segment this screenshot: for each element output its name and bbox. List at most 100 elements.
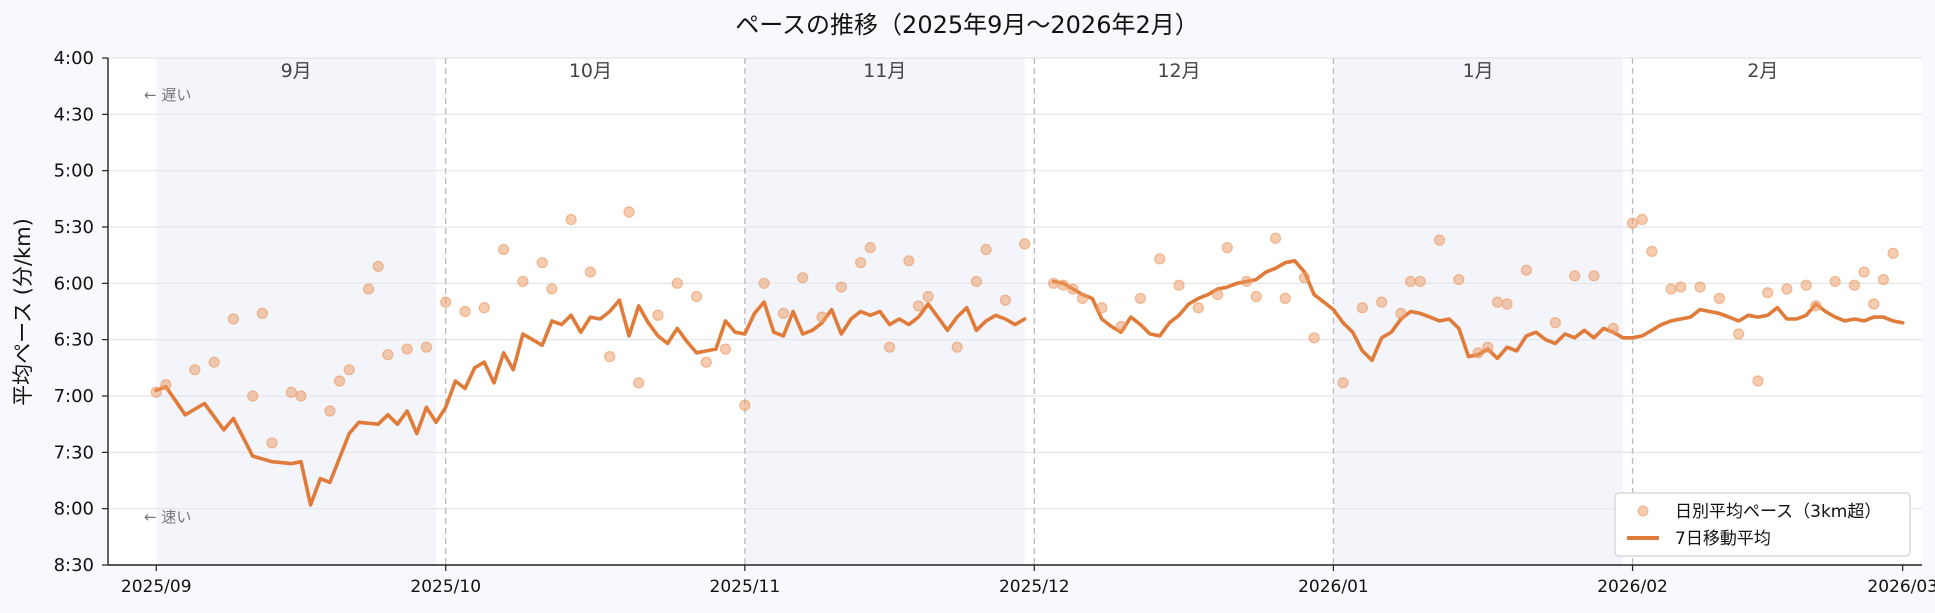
daily-pace-point bbox=[1569, 270, 1581, 282]
daily-pace-point bbox=[1781, 283, 1793, 295]
daily-pace-point bbox=[1173, 279, 1185, 291]
daily-pace-point bbox=[1636, 213, 1648, 226]
chart-title: ペースの推移（2025年9月〜2026年2月） bbox=[735, 11, 1199, 39]
y-tick-label: 7:00 bbox=[54, 386, 94, 407]
y-tick-label: 4:30 bbox=[54, 104, 94, 125]
annotation-label: ← 速い bbox=[144, 508, 191, 526]
x-tick-label: 2026/01 bbox=[1298, 577, 1369, 597]
month-label: 11月 bbox=[863, 60, 906, 82]
daily-pace-point bbox=[1192, 302, 1204, 314]
y-tick-label: 4:00 bbox=[54, 48, 94, 69]
daily-pace-point bbox=[1221, 242, 1233, 254]
daily-pace-point bbox=[1713, 292, 1725, 304]
daily-pace-point bbox=[1298, 272, 1311, 284]
daily-pace-point bbox=[1453, 273, 1465, 286]
daily-pace-point bbox=[420, 341, 433, 353]
x-tick-label: 2025/12 bbox=[999, 577, 1070, 597]
daily-pace-point bbox=[1115, 320, 1127, 333]
y-tick-label: 7:30 bbox=[54, 442, 94, 463]
moving-average-line bbox=[154, 298, 1027, 507]
y-tick-label: 6:00 bbox=[54, 273, 94, 294]
daily-pace-point bbox=[189, 364, 201, 376]
y-axis-label: 平均ペース (分/km) bbox=[11, 218, 35, 406]
daily-pace-point bbox=[1752, 375, 1764, 387]
daily-pace-point bbox=[1154, 253, 1166, 265]
x-tick-label: 2026/02 bbox=[1597, 577, 1668, 597]
legend-box bbox=[1614, 492, 1911, 557]
daily-pace-point bbox=[777, 307, 790, 319]
daily-pace-point bbox=[343, 364, 355, 376]
daily-pace-point bbox=[565, 213, 577, 226]
annotation-label: ← 遅い bbox=[144, 86, 191, 104]
daily-pace-point bbox=[797, 272, 809, 284]
daily-pace-point bbox=[1829, 275, 1841, 288]
month-label: 9月 bbox=[281, 60, 312, 82]
daily-pace-point bbox=[1646, 245, 1658, 258]
daily-pace-point bbox=[227, 313, 240, 325]
daily-pace-point bbox=[1269, 232, 1282, 244]
daily-pace-point bbox=[623, 206, 635, 218]
daily-pace-point bbox=[1212, 289, 1224, 301]
month-band bbox=[156, 58, 437, 565]
daily-pace-point bbox=[922, 290, 934, 303]
daily-pace-point bbox=[690, 290, 703, 303]
daily-pace-point bbox=[970, 275, 983, 288]
daily-pace-point bbox=[1588, 270, 1600, 282]
daily-pace-point bbox=[382, 349, 394, 361]
x-tick-label: 2025/09 bbox=[121, 577, 192, 597]
daily-pace-point bbox=[1877, 273, 1890, 286]
legend-scatter-marker bbox=[1637, 505, 1649, 517]
daily-pace-point bbox=[1800, 279, 1812, 291]
daily-pace-point bbox=[150, 386, 162, 398]
daily-pace-point bbox=[1482, 341, 1494, 353]
daily-pace-point bbox=[1134, 292, 1147, 304]
month-label: 12月 bbox=[1157, 60, 1200, 82]
daily-pace-point bbox=[1433, 234, 1446, 246]
legend-label: 日別平均ペース（3km超） bbox=[1675, 502, 1881, 522]
daily-pace-point bbox=[584, 266, 597, 278]
daily-pace-point bbox=[285, 386, 297, 398]
y-tick-label: 5:30 bbox=[54, 217, 94, 238]
daily-pace-point bbox=[1057, 279, 1069, 291]
daily-pace-point bbox=[883, 341, 896, 353]
daily-pace-point bbox=[1067, 283, 1079, 295]
daily-pace-point bbox=[604, 350, 616, 363]
daily-pace-point bbox=[546, 283, 558, 295]
daily-pace-point bbox=[498, 243, 510, 256]
daily-pace-point bbox=[912, 300, 925, 312]
daily-pace-point bbox=[362, 283, 375, 295]
daily-pace-point bbox=[333, 375, 346, 387]
x-tick-label: 2025/10 bbox=[410, 577, 481, 597]
daily-pace-point bbox=[1848, 279, 1861, 291]
month-label: 1月 bbox=[1463, 60, 1494, 82]
daily-pace-point bbox=[1520, 264, 1532, 276]
daily-pace-point bbox=[1337, 377, 1349, 389]
daily-pace-point bbox=[1858, 266, 1870, 278]
daily-pace-point bbox=[478, 302, 490, 314]
daily-pace-point bbox=[980, 243, 992, 256]
daily-pace-point bbox=[1414, 275, 1426, 288]
y-tick-label: 8:30 bbox=[54, 555, 94, 576]
y-tick-label: 5:00 bbox=[54, 161, 94, 182]
daily-pace-point bbox=[1019, 238, 1031, 250]
x-tick-label: 2025/11 bbox=[710, 577, 781, 597]
daily-pace-point bbox=[295, 390, 307, 402]
daily-pace-point bbox=[440, 296, 452, 308]
daily-pace-point bbox=[1250, 290, 1262, 303]
daily-pace-point bbox=[372, 260, 384, 273]
legend-label: 7日移動平均 bbox=[1675, 529, 1771, 549]
daily-pace-point bbox=[1376, 296, 1388, 308]
daily-pace-point bbox=[517, 275, 529, 288]
daily-pace-point bbox=[1240, 275, 1253, 288]
daily-pace-point bbox=[1279, 292, 1291, 304]
daily-pace-point bbox=[1675, 281, 1687, 293]
daily-pace-point bbox=[1665, 283, 1677, 295]
daily-pace-point bbox=[1733, 328, 1745, 340]
daily-pace-point bbox=[633, 377, 645, 389]
daily-pace-point bbox=[816, 311, 828, 323]
daily-pace-point bbox=[758, 277, 770, 289]
daily-pace-point bbox=[401, 343, 413, 355]
daily-pace-point bbox=[1395, 307, 1407, 319]
daily-pace-point bbox=[951, 341, 963, 353]
